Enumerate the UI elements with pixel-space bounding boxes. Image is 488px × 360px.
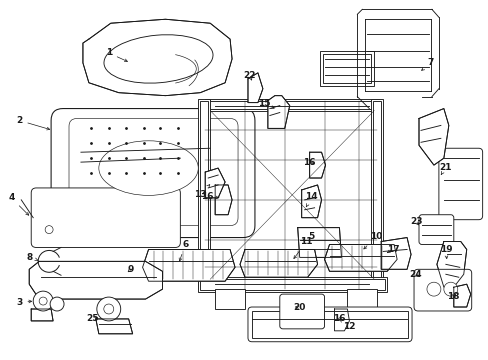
Circle shape: [39, 297, 47, 305]
Text: 2: 2: [16, 116, 50, 130]
Circle shape: [443, 282, 457, 296]
Bar: [322, 54, 370, 83]
FancyBboxPatch shape: [247, 307, 411, 342]
Bar: [205, 99, 379, 111]
Text: 7: 7: [421, 58, 433, 70]
Polygon shape: [247, 73, 263, 103]
Bar: [215, 289, 244, 309]
Circle shape: [45, 226, 53, 234]
Polygon shape: [453, 284, 470, 307]
Text: 13: 13: [194, 185, 209, 199]
Bar: [200, 100, 208, 287]
Text: 17: 17: [386, 245, 399, 254]
Text: 19: 19: [439, 245, 451, 258]
Text: 9: 9: [127, 265, 134, 274]
FancyBboxPatch shape: [69, 118, 238, 226]
Circle shape: [97, 297, 121, 321]
Polygon shape: [29, 261, 162, 299]
Polygon shape: [267, 96, 289, 129]
Text: 11: 11: [293, 237, 312, 258]
Polygon shape: [418, 109, 448, 165]
Text: 8: 8: [26, 253, 38, 262]
Ellipse shape: [104, 35, 213, 83]
Polygon shape: [83, 19, 232, 96]
Bar: [370, 99, 383, 289]
Bar: [346, 289, 376, 309]
Circle shape: [50, 297, 64, 311]
Polygon shape: [205, 168, 224, 198]
Bar: [208, 100, 376, 109]
Circle shape: [103, 304, 114, 314]
Polygon shape: [436, 242, 466, 287]
Bar: [198, 99, 210, 289]
Text: 1: 1: [105, 49, 127, 62]
Text: 10: 10: [363, 232, 382, 249]
Text: 25: 25: [86, 314, 99, 323]
Text: 22: 22: [243, 71, 256, 80]
Polygon shape: [31, 309, 53, 321]
Bar: [198, 277, 386, 292]
Text: 18: 18: [446, 292, 458, 301]
Text: 16: 16: [303, 158, 315, 167]
Polygon shape: [309, 152, 325, 178]
Text: 14: 14: [305, 192, 317, 207]
Polygon shape: [240, 249, 317, 277]
Text: 16: 16: [201, 192, 219, 201]
Text: 5: 5: [302, 232, 314, 241]
Polygon shape: [324, 244, 396, 271]
FancyBboxPatch shape: [418, 215, 453, 244]
FancyBboxPatch shape: [51, 109, 254, 238]
Circle shape: [426, 282, 440, 296]
Text: 4: 4: [8, 193, 29, 215]
Text: 16: 16: [332, 314, 345, 323]
Text: 3: 3: [16, 298, 32, 307]
FancyBboxPatch shape: [31, 188, 180, 247]
Polygon shape: [334, 309, 349, 331]
Polygon shape: [96, 319, 132, 334]
Polygon shape: [297, 228, 341, 257]
Polygon shape: [142, 249, 235, 281]
Text: 20: 20: [293, 302, 305, 311]
Text: 23: 23: [409, 217, 422, 226]
Bar: [200, 279, 385, 290]
Circle shape: [33, 291, 53, 311]
Text: 6: 6: [179, 240, 188, 261]
Text: 24: 24: [409, 270, 422, 279]
Polygon shape: [215, 185, 232, 215]
Ellipse shape: [99, 141, 198, 195]
Bar: [251, 311, 407, 338]
Polygon shape: [301, 185, 321, 218]
FancyBboxPatch shape: [438, 148, 482, 220]
Bar: [319, 51, 373, 86]
Text: 12: 12: [339, 319, 355, 331]
Text: 21: 21: [439, 163, 451, 175]
FancyBboxPatch shape: [413, 269, 471, 311]
Text: 15: 15: [257, 99, 274, 108]
Bar: [372, 100, 381, 287]
FancyBboxPatch shape: [279, 294, 324, 329]
Polygon shape: [381, 238, 410, 269]
